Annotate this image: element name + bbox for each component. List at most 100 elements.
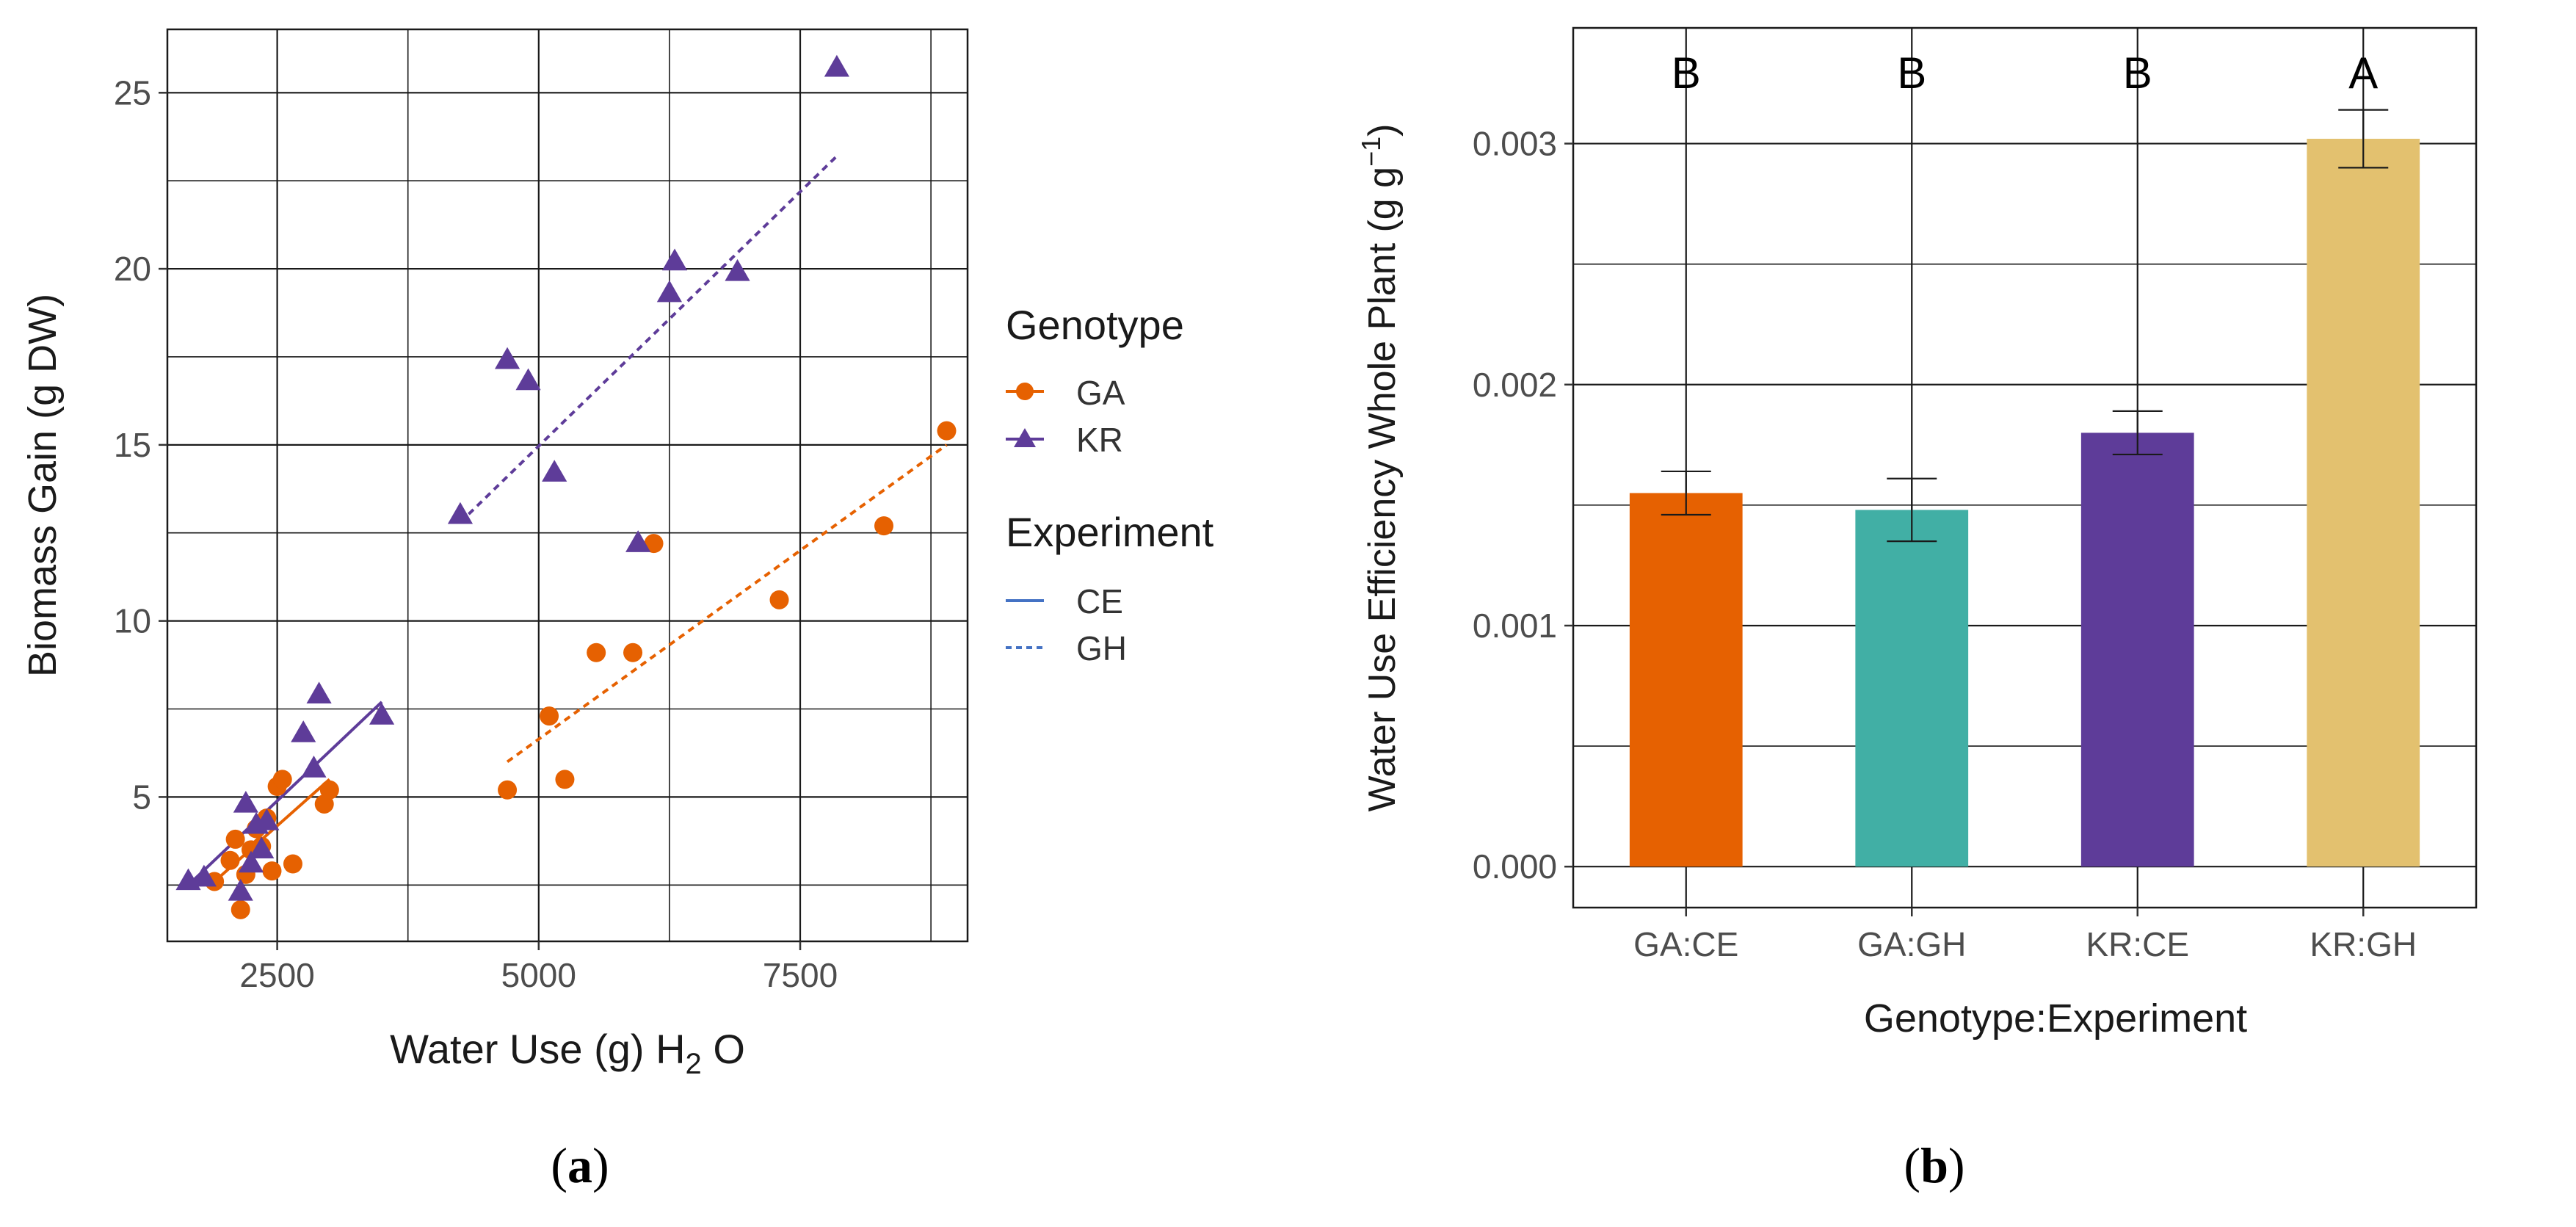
bar-x-tick-label: KR:GH — [2310, 925, 2417, 963]
legend-ga-marker — [1016, 383, 1034, 400]
legend-genotype-title: Genotype — [1006, 302, 1184, 348]
bar-y-tick-label: 0.002 — [1473, 366, 1557, 404]
bar-y-tick-label: 0.000 — [1473, 847, 1557, 886]
point-kr-ce — [254, 808, 280, 830]
bar-kr-gh — [2307, 138, 2420, 867]
point-kr-gh — [656, 280, 683, 303]
point-kr-gh — [661, 248, 688, 271]
bar-x-tick-label: GA:GH — [1857, 925, 1966, 963]
fit-line-ga-gh — [506, 444, 948, 764]
point-ga-gh — [644, 534, 664, 554]
error-bar — [2338, 109, 2389, 169]
scatter-plot-border — [166, 28, 969, 943]
error-bar — [1887, 477, 1937, 543]
bar-x-axis-title: Genotype:Experiment — [1864, 996, 2247, 1040]
point-kr-ce — [301, 756, 327, 778]
legend-kr-marker — [1014, 428, 1036, 447]
point-kr-ce — [228, 878, 253, 901]
point-kr-gh — [625, 530, 651, 552]
scatter-y-tick-label: 20 — [114, 250, 151, 288]
legend-experiment-title: Experiment — [1006, 509, 1214, 555]
scatter-y-tick-label: 25 — [114, 73, 151, 112]
significance-letter: B — [2123, 48, 2152, 98]
point-ga-gh — [769, 590, 789, 609]
scatter-x-tick-label: 7500 — [763, 956, 838, 994]
point-kr-gh — [542, 460, 567, 482]
scatter-y-tick-label: 15 — [114, 426, 151, 464]
point-kr-ce — [233, 790, 258, 813]
point-ga-gh — [555, 770, 575, 789]
legend-item-gh: GH — [1006, 629, 1127, 667]
point-ga-ce — [225, 829, 245, 849]
point-kr-ce — [306, 681, 332, 704]
legend-ce-label: CE — [1076, 582, 1123, 620]
scatter-y-axis-title: Biomass Gain (g DW) — [21, 294, 65, 677]
fit-line-kr-ce — [187, 701, 383, 886]
scatter-x-tick-label: 2500 — [239, 956, 314, 994]
point-ga-ce — [283, 854, 302, 874]
point-ga-ce — [272, 770, 292, 789]
scatter-x-ticks: 2500 5000 7500 — [239, 941, 838, 994]
point-kr-gh — [515, 368, 541, 391]
scatter-gridlines — [167, 29, 968, 941]
scatter-panel-a: 2500 5000 7500 5 10 15 20 25 Biomass Gain (g D… — [21, 28, 1214, 1193]
point-ga-gh — [623, 643, 643, 662]
legend-item-ga: GA — [1006, 374, 1125, 412]
point-kr-gh — [494, 347, 520, 369]
point-ga-gh — [540, 706, 559, 726]
significance-letter: B — [1672, 48, 1701, 98]
fit-line-kr-gh — [459, 155, 838, 524]
point-ga-ce — [231, 900, 250, 919]
scatter-x-axis-title: Water Use (g) H2 O — [390, 1026, 745, 1080]
point-ga-ce — [319, 780, 339, 800]
point-kr-ce — [291, 720, 316, 742]
bar-y-tick-label: 0.001 — [1473, 607, 1557, 645]
scatter-y-tick-label: 10 — [114, 602, 151, 640]
bar-plot-border — [1572, 26, 2478, 909]
point-kr-gh — [447, 502, 474, 524]
point-kr-ce — [191, 864, 217, 887]
panel-label-a: (a) — [551, 1137, 609, 1193]
significance-letter: B — [1897, 48, 1926, 98]
point-ga-gh — [937, 421, 957, 441]
point-ga-gh — [498, 780, 518, 800]
bar-y-ticks: 0.000 0.001 0.002 0.003 — [1473, 125, 1573, 886]
scatter-points — [175, 54, 957, 919]
bar-ga-gh — [1855, 510, 1969, 867]
bars — [1629, 138, 2420, 867]
bar-ga-ce — [1629, 493, 1743, 867]
point-ga-gh — [587, 643, 606, 662]
bar-x-tick-label: KR:CE — [2086, 925, 2189, 963]
point-kr-ce — [369, 703, 395, 725]
legend-ga-label: GA — [1076, 374, 1125, 412]
bar-y-tick-label: 0.003 — [1473, 125, 1557, 163]
legend: Genotype GA KR Experiment CE — [1006, 302, 1214, 667]
point-ga-gh — [874, 516, 894, 536]
point-kr-gh — [824, 54, 849, 77]
error-bar — [1661, 470, 1711, 516]
bar-kr-ce — [2080, 432, 2194, 867]
error-bar — [2112, 410, 2163, 456]
scatter-y-tick-label: 5 — [132, 778, 151, 816]
point-ga-ce — [262, 861, 282, 881]
point-kr-gh — [725, 258, 750, 281]
significance-letter: A — [2348, 48, 2378, 98]
scatter-x-tick-label: 5000 — [501, 956, 576, 994]
bar-x-tick-label: GA:CE — [1633, 925, 1738, 963]
error-bars — [1661, 109, 2389, 543]
legend-gh-label: GH — [1076, 629, 1127, 667]
point-kr-ce — [238, 850, 264, 873]
legend-item-ce: CE — [1006, 582, 1123, 620]
point-kr-ce — [249, 836, 275, 859]
point-ga-ce — [220, 850, 240, 870]
legend-kr-label: KR — [1076, 421, 1123, 459]
bar-x-ticks: GA:CE GA:GH KR:CE KR:GH — [1633, 908, 2417, 963]
legend-item-kr: KR — [1006, 421, 1123, 459]
bar-y-axis-title: Water Use Efficiency Whole Plant (g g−1) — [1356, 124, 1404, 812]
panel-label-b: (b) — [1904, 1137, 1964, 1193]
scatter-y-ticks: 5 10 15 20 25 — [114, 73, 167, 816]
